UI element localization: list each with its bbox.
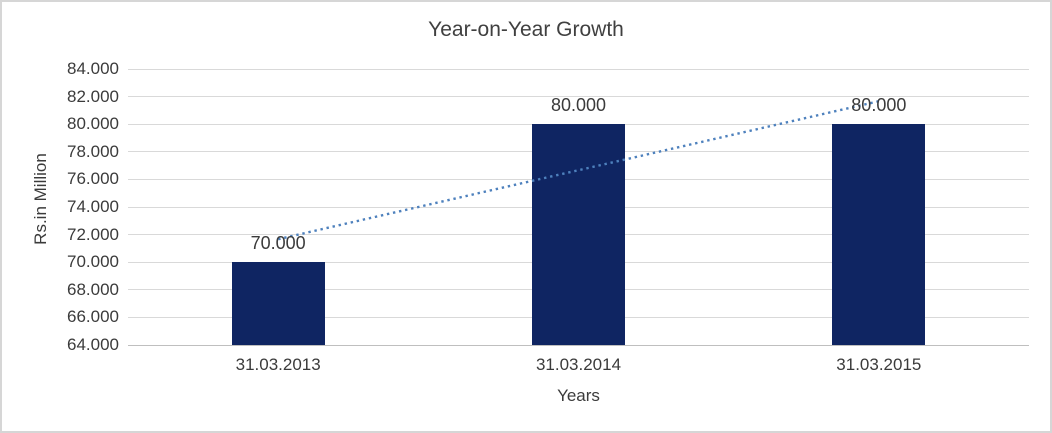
y-tick-label: 66.000 [67, 307, 119, 327]
gridline [128, 96, 1029, 98]
y-tick-label: 70.000 [67, 252, 119, 272]
x-tick-label: 31.03.2014 [535, 355, 622, 374]
bar-value-label: 80.000 [550, 95, 607, 116]
y-tick-label: 78.000 [67, 141, 119, 161]
y-axis-title: Rs.in Million [31, 153, 50, 245]
bar [231, 262, 325, 345]
bar [532, 124, 625, 345]
chart-title: Year-on-Year Growth [428, 18, 624, 41]
y-tick-label: 76.000 [67, 169, 119, 189]
gridline [128, 68, 1029, 70]
y-tick-label: 64.000 [67, 335, 119, 354]
y-tick-label: 68.000 [67, 279, 119, 299]
bar-value-label: 70.000 [250, 233, 306, 254]
x-axis-title: Years [557, 386, 600, 405]
trendline-path [277, 100, 880, 241]
y-tick-label: 84.000 [67, 59, 119, 78]
x-axis-line [128, 344, 1029, 346]
bar [832, 124, 926, 345]
x-tick-label: 31.03.2013 [235, 355, 321, 374]
y-tick-label: 72.000 [67, 224, 119, 244]
y-tick-label: 80.000 [67, 114, 119, 134]
y-tick-label: 74.000 [67, 197, 119, 216]
bar-value-label: 80.000 [851, 95, 907, 116]
y-tick-label: 82.000 [67, 86, 119, 106]
x-tick-label: 31.03.2015 [836, 355, 922, 374]
